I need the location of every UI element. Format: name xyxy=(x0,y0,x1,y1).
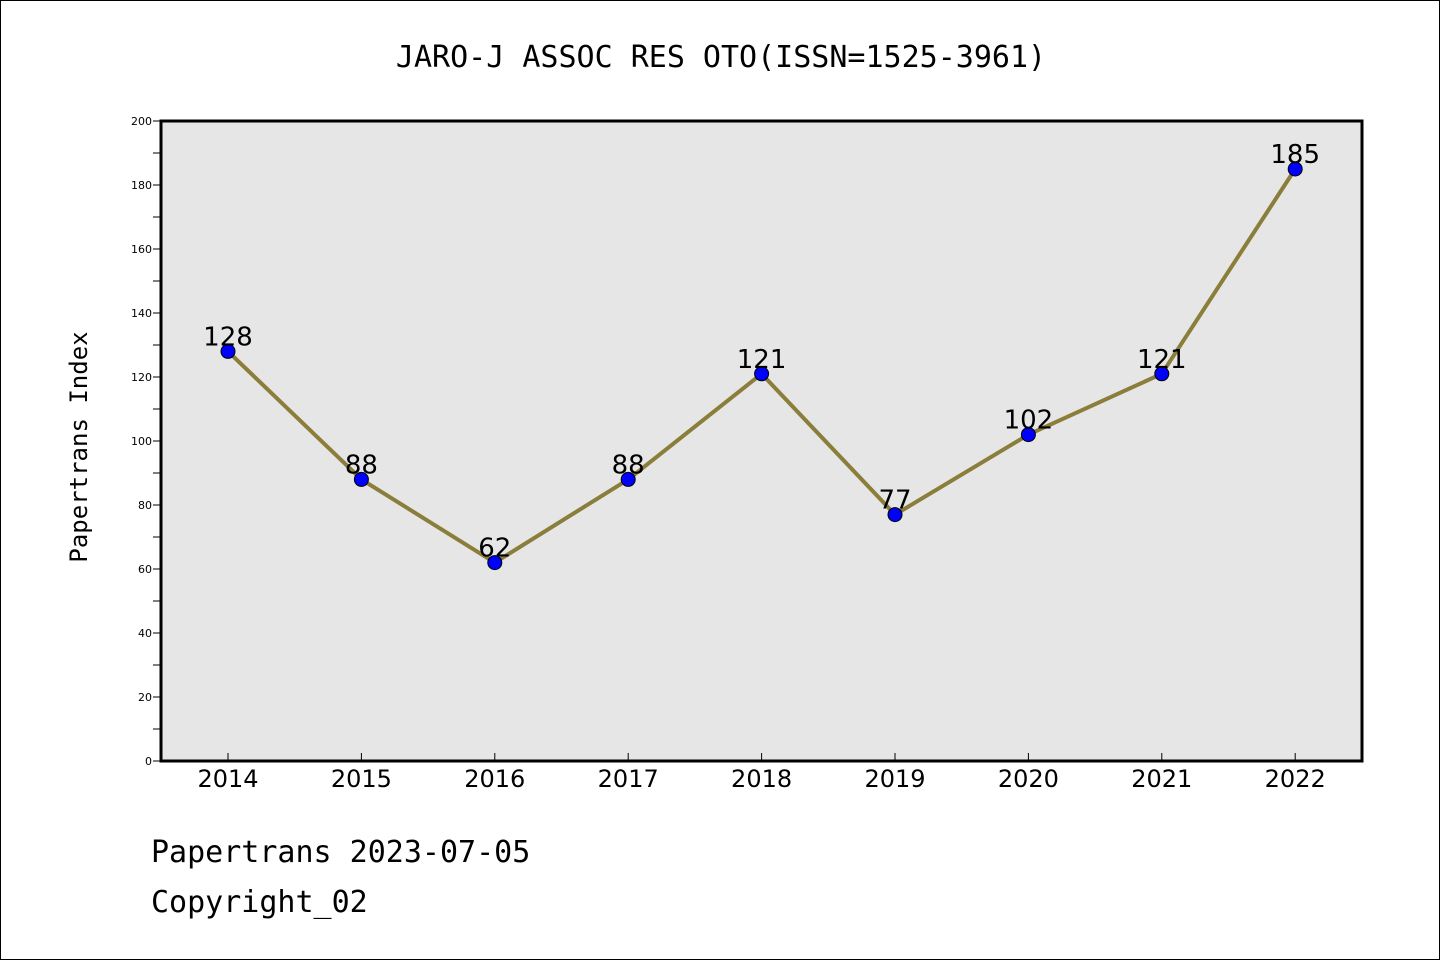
data-point-label: 185 xyxy=(1270,140,1320,170)
data-point-marker xyxy=(620,471,636,487)
x-tick-label: 2017 xyxy=(598,765,659,793)
y-tick-label: 40 xyxy=(138,627,152,640)
data-point-marker xyxy=(487,555,503,571)
y-tick-label: 160 xyxy=(131,243,152,256)
data-point-label: 102 xyxy=(1004,406,1054,436)
y-tick-label: 0 xyxy=(145,755,152,768)
y-axis-label: Papertrans Index xyxy=(65,331,93,562)
y-tick-label: 140 xyxy=(131,307,152,320)
footer-date-text: Papertrans 2023-07-05 xyxy=(151,835,531,870)
y-tick-label: 60 xyxy=(138,563,152,576)
data-point-marker xyxy=(353,471,369,487)
y-tick-label: 100 xyxy=(131,435,152,448)
data-point-label: 121 xyxy=(737,345,787,375)
data-point-marker xyxy=(1020,427,1036,443)
x-tick-label: 2015 xyxy=(331,765,392,793)
data-point-marker xyxy=(1287,161,1303,177)
data-label-group: 128 88 62 88 121 77 102 121 185 xyxy=(203,140,1320,564)
data-point-marker xyxy=(220,343,236,359)
y-tick-label: 180 xyxy=(131,179,152,192)
x-tick-label: 2021 xyxy=(1131,765,1192,793)
y-tick-label: 20 xyxy=(138,691,152,704)
data-point-label: 121 xyxy=(1137,345,1187,375)
x-tick-label: 2019 xyxy=(864,765,925,793)
y-tick-label: 120 xyxy=(131,371,152,384)
data-point-marker xyxy=(1154,366,1170,382)
x-tick-label: 2020 xyxy=(998,765,1059,793)
x-tick-label: 2018 xyxy=(731,765,792,793)
y-tick-label: 200 xyxy=(131,115,152,128)
x-tick-label: 2022 xyxy=(1265,765,1326,793)
data-point-marker xyxy=(754,366,770,382)
data-point-label: 77 xyxy=(878,486,911,516)
chart-title: JARO-J ASSOC RES OTO(ISSN=1525-3961) xyxy=(396,40,1046,75)
x-tick-label: 2014 xyxy=(197,765,258,793)
x-tick-label: 2016 xyxy=(464,765,525,793)
data-point-label: 62 xyxy=(478,534,511,564)
data-point-marker xyxy=(887,507,903,523)
y-axis: 0 20 40 60 80 100 120 140 160 180 200 xyxy=(131,115,161,768)
data-point-label: 128 xyxy=(203,322,253,352)
data-point-label: 88 xyxy=(345,450,378,480)
x-axis: 2014 2015 2016 2017 2018 2019 2020 2021 2022 xyxy=(197,753,1326,793)
marker-group xyxy=(220,161,1303,571)
data-point-label: 88 xyxy=(612,450,645,480)
footer-copyright-text: Copyright_02 xyxy=(151,885,368,920)
y-tick-label: 80 xyxy=(138,499,152,512)
plot-area xyxy=(159,119,1364,763)
